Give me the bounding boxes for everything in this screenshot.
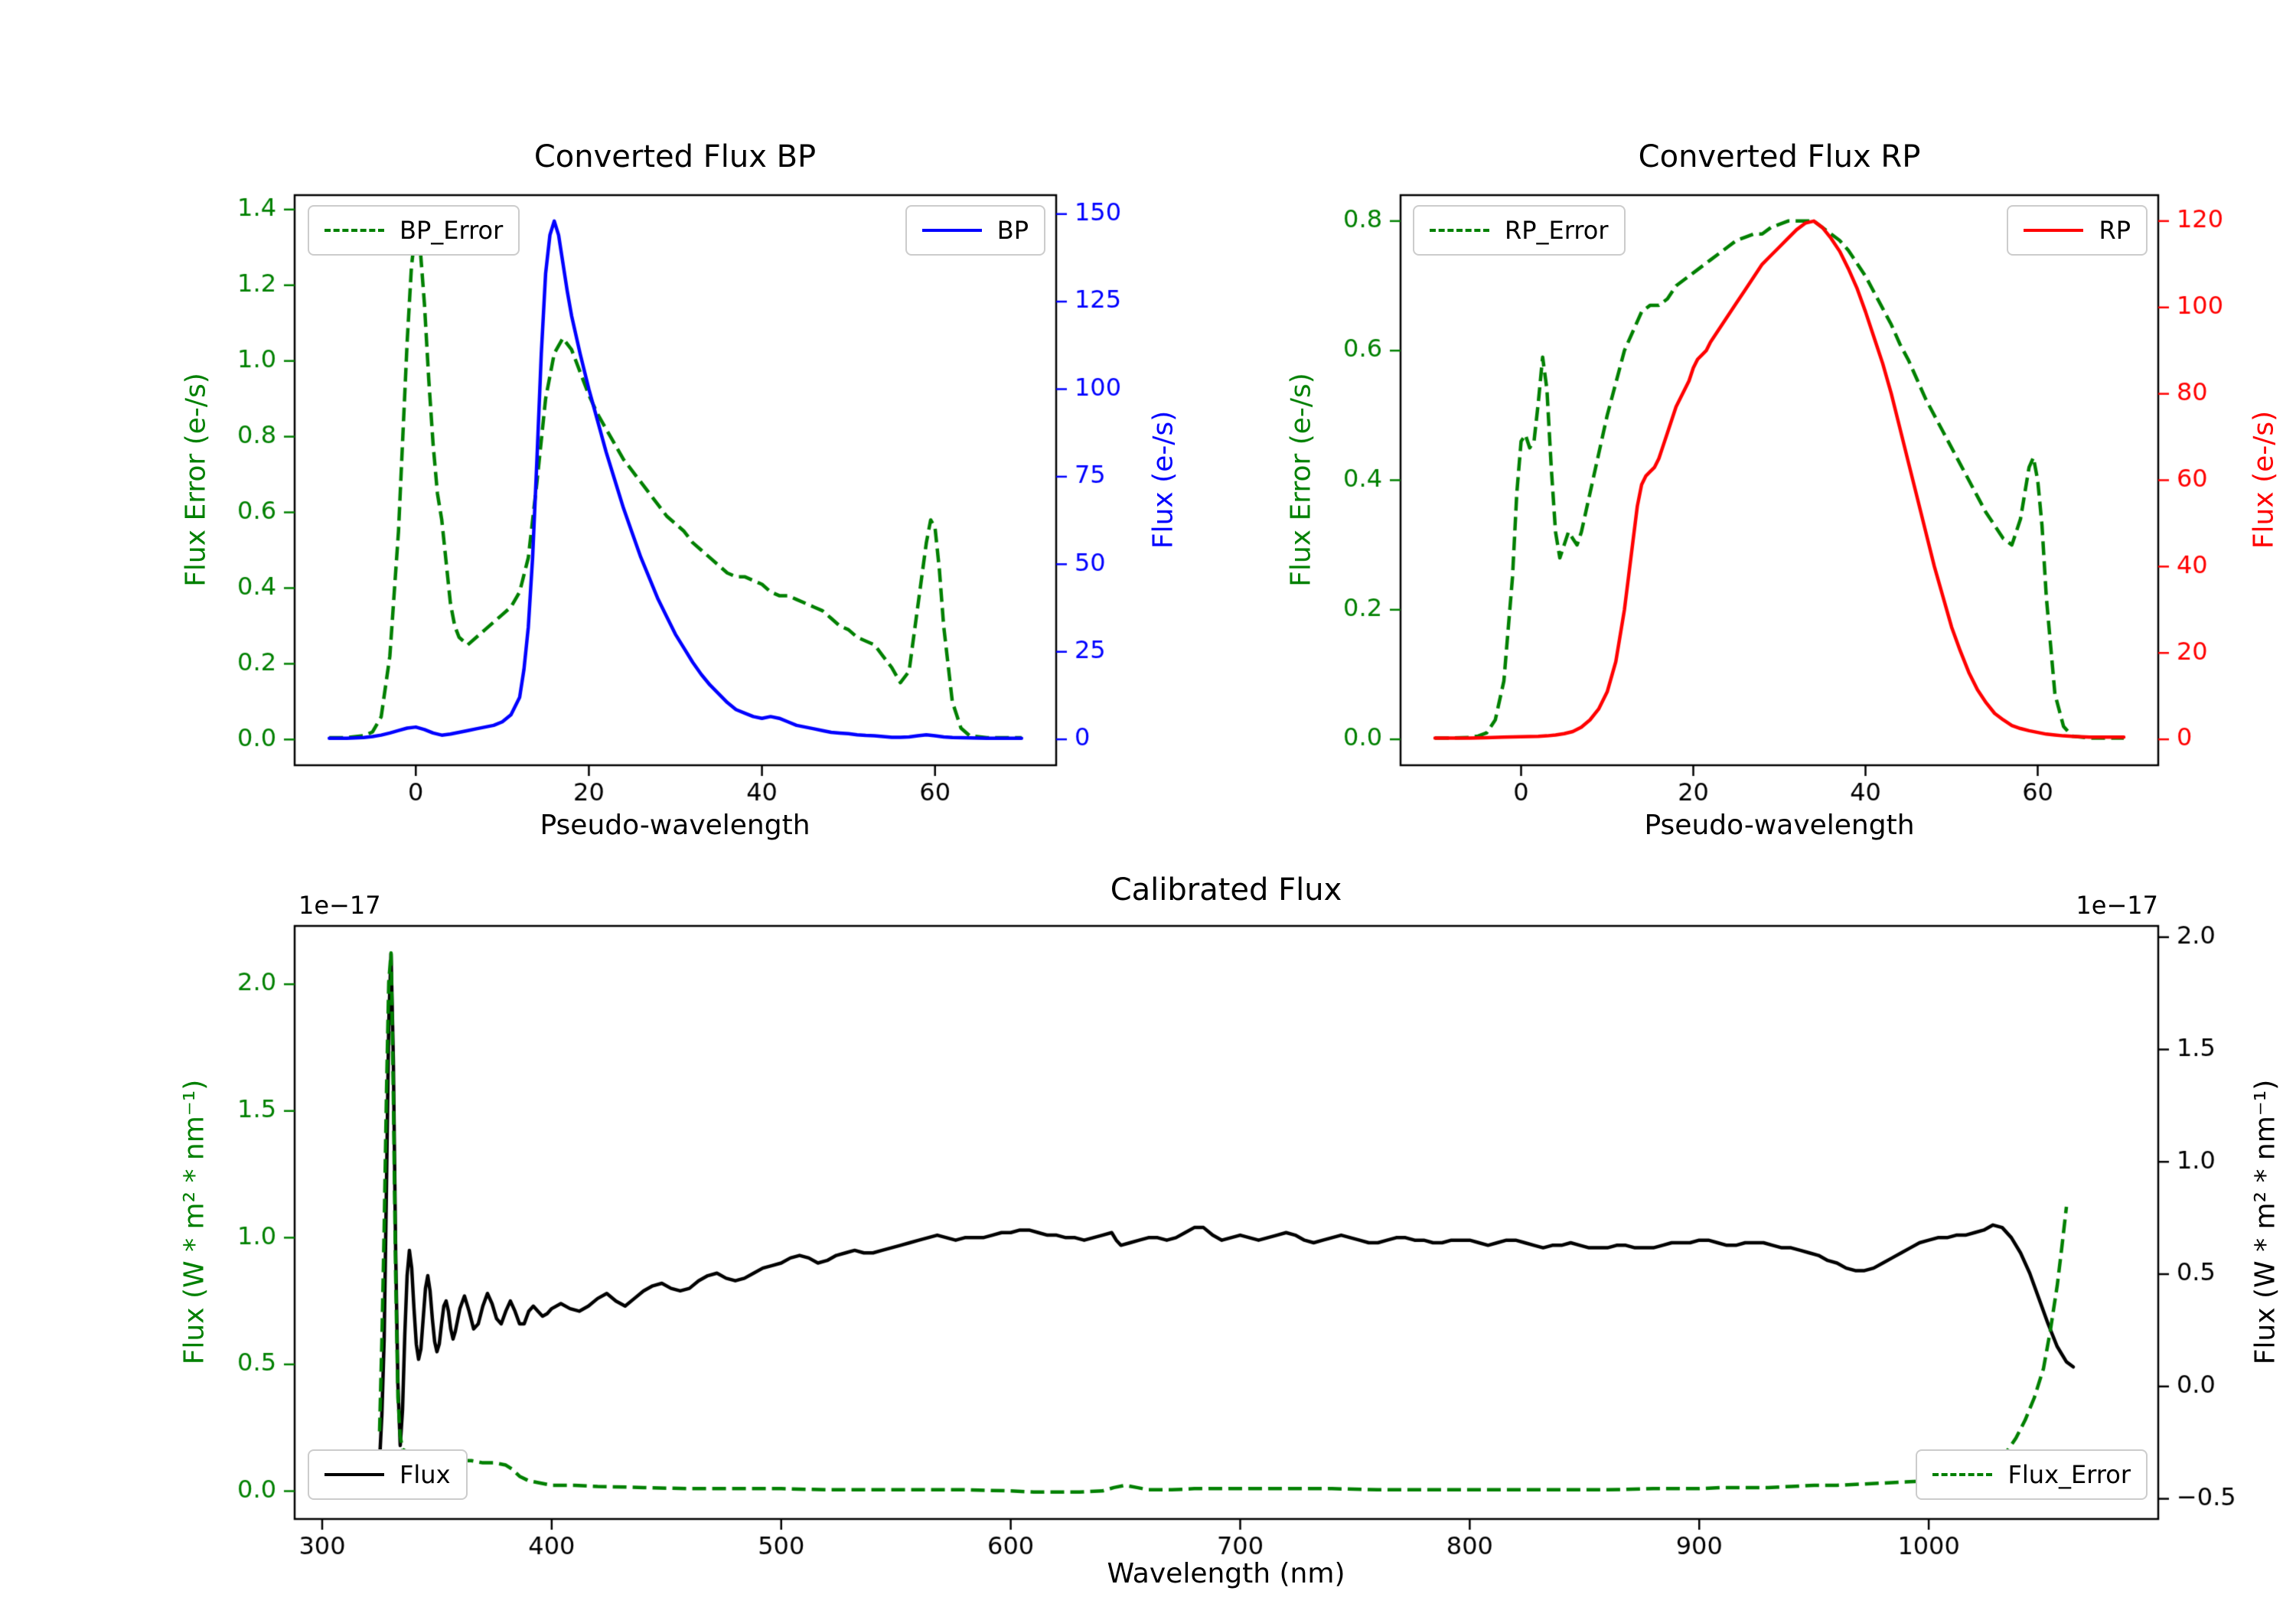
legend-flux: Flux xyxy=(308,1449,468,1500)
calibrated-x-axis-label: Wavelength (nm) xyxy=(1107,1558,1345,1589)
bp-left-axis-label: Flux Error (e-/s) xyxy=(180,373,212,587)
legend-bp-error: BP_Error xyxy=(308,205,520,256)
legend-label-flux: Flux xyxy=(400,1460,451,1489)
chart-title-converted-flux-bp: Converted Flux BP xyxy=(533,139,817,174)
rp-error-line-sample-icon xyxy=(1430,229,1489,232)
legend-label-rp-error: RP_Error xyxy=(1505,216,1609,245)
flux-line-sample-icon xyxy=(325,1473,384,1476)
flux-error-line-sample-icon xyxy=(1932,1473,1993,1476)
legend-rp: RP xyxy=(2007,205,2148,256)
calibrated-left-axis-label: Flux (W * m² * nm⁻¹) xyxy=(178,1079,210,1365)
chart-title-converted-flux-rp: Converted Flux RP xyxy=(1638,139,1921,174)
bp-error-line-sample-icon xyxy=(325,229,384,232)
rp-line-sample-icon xyxy=(2024,229,2084,232)
legend-label-bp: BP xyxy=(996,216,1029,245)
bp-x-axis-label: Pseudo-wavelength xyxy=(540,810,810,841)
chart-title-calibrated-flux: Calibrated Flux xyxy=(1110,872,1342,908)
legend-label-rp: RP xyxy=(2099,216,2131,245)
legend-bp: BP xyxy=(905,205,1045,256)
bp-right-axis-label: Flux (e-/s) xyxy=(1147,410,1179,549)
calibrated-right-axis-label: Flux (W * m² * nm⁻¹) xyxy=(2249,1079,2281,1365)
legend-flux-error: Flux_Error xyxy=(1916,1449,2148,1500)
rp-left-axis-label: Flux Error (e-/s) xyxy=(1285,373,1317,587)
legend-label-flux-error: Flux_Error xyxy=(2007,1460,2131,1489)
bp-line-sample-icon xyxy=(921,229,982,232)
left-axis-offset-text: 1e−17 xyxy=(298,891,381,920)
rp-right-axis-label: Flux (e-/s) xyxy=(2248,410,2280,549)
rp-x-axis-label: Pseudo-wavelength xyxy=(1644,810,1915,841)
legend-label-bp-error: BP_Error xyxy=(400,216,504,245)
right-axis-offset-text: 1e−17 xyxy=(2076,891,2158,920)
legend-rp-error: RP_Error xyxy=(1413,205,1626,256)
